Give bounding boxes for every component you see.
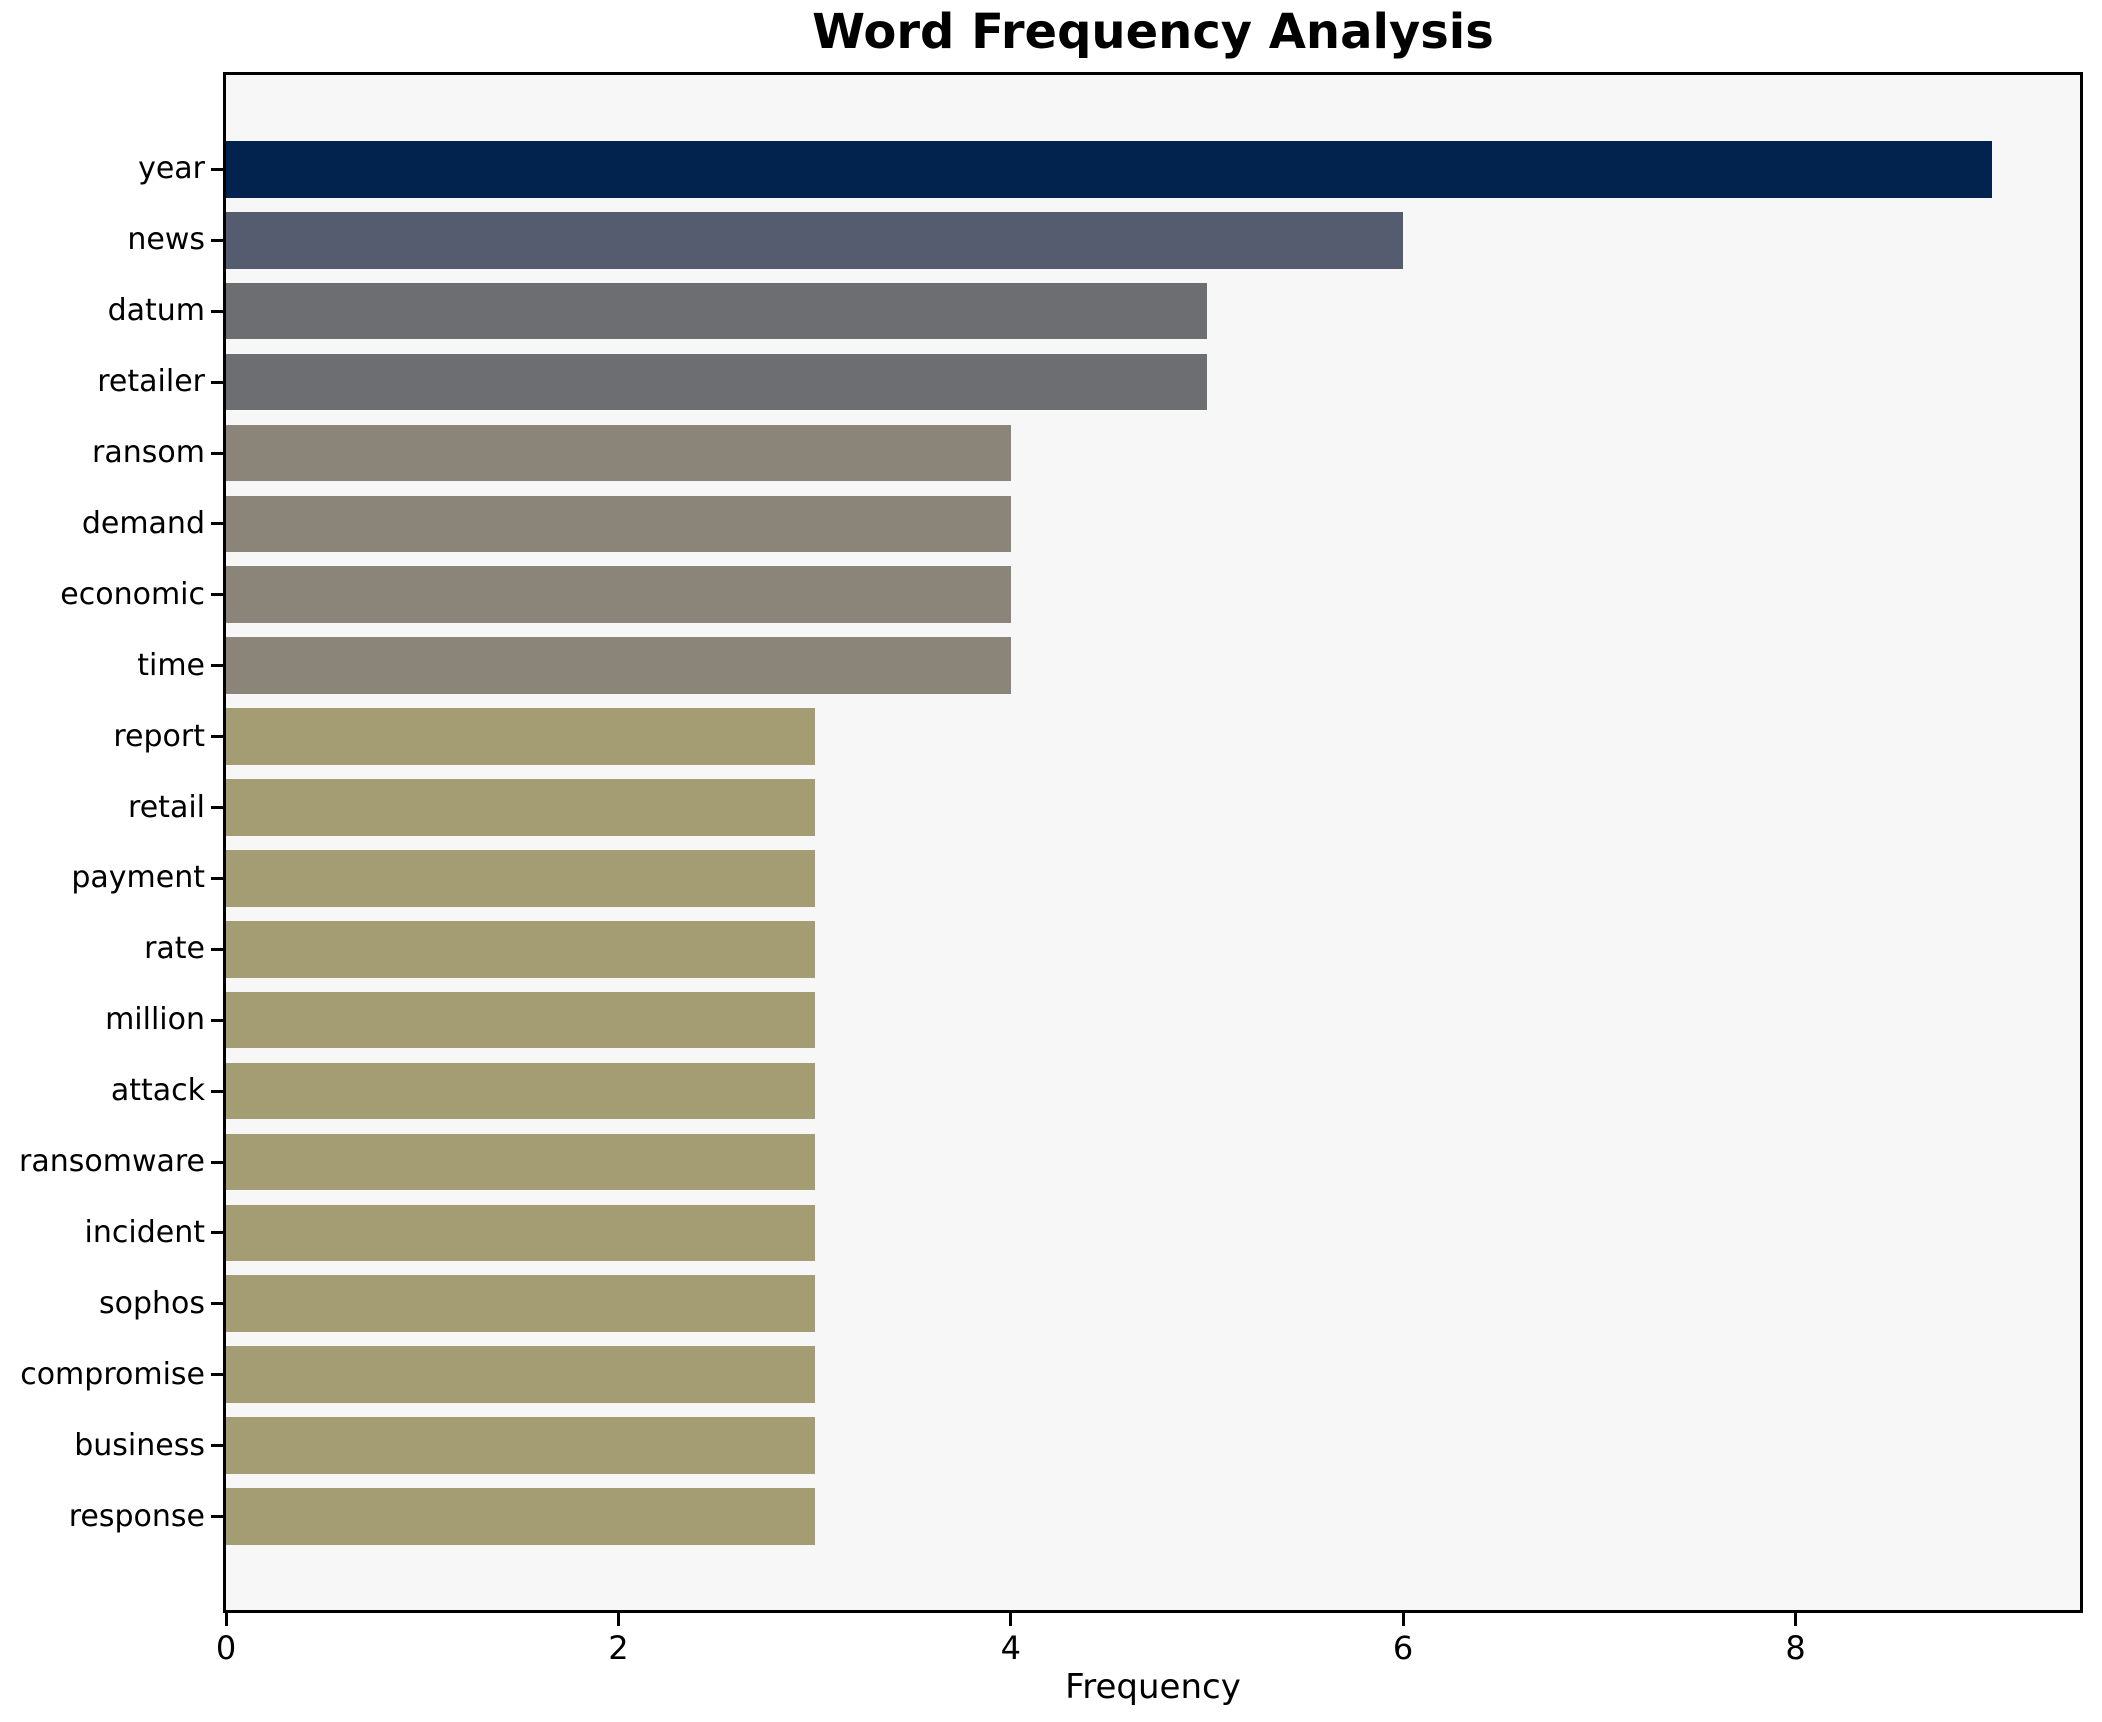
bar-million [226,991,815,1049]
bar-response [226,1488,815,1545]
y-tick-mark [211,1231,223,1235]
y-tick-label-retailer: retailer [97,364,205,400]
y-tick-label-time: time [137,647,205,683]
y-tick-mark [211,1089,223,1093]
bar-business [226,1417,815,1474]
bar-sophos [226,1275,815,1333]
bar-incident [226,1204,815,1262]
x-tick-mark [1794,1613,1797,1626]
y-tick-label-year: year [138,151,205,187]
bar-year [226,141,1992,198]
bar-attack [226,1062,815,1120]
y-tick-mark [211,735,223,739]
bar-retailer [226,353,1207,411]
y-tick-label-ransomware: ransomware [19,1144,205,1179]
x-tick-mark [616,1613,620,1626]
bar-rate [226,920,815,978]
y-tick-label-attack: attack [110,1073,205,1108]
bar-datum [226,282,1207,340]
y-tick-mark [211,593,223,597]
x-tick-mark [1009,1613,1013,1626]
bar-compromise [226,1346,815,1403]
y-tick-mark [211,1373,223,1377]
y-tick-mark [211,522,223,526]
y-tick-mark [211,238,223,242]
y-tick-mark [211,947,223,951]
y-tick-label-business: business [74,1427,205,1463]
y-tick-label-sophos: sophos [98,1285,205,1321]
y-tick-mark [211,876,223,880]
y-tick-label-payment: payment [71,860,205,896]
x-tick-label-6: 6 [1392,1629,1414,1667]
y-tick-mark [211,1444,223,1447]
x-tick-mark [224,1613,228,1626]
x-tick-label-0: 0 [215,1629,237,1667]
y-tick-label-response: response [68,1498,205,1534]
y-tick-label-economic: economic [60,576,205,612]
y-tick-mark [211,167,223,171]
bar-time [226,637,1011,694]
x-tick-label-2: 2 [608,1629,629,1667]
y-tick-mark [211,806,223,809]
chart-title: Word Frequency Analysis [812,4,1494,60]
y-tick-mark [211,309,223,313]
bar-report [226,708,815,765]
bar-payment [226,850,815,907]
y-tick-mark [211,1302,223,1306]
y-tick-mark [211,1160,223,1164]
bar-ransom [226,424,1011,482]
x-tick-mark [1401,1613,1405,1626]
y-tick-label-report: report [113,718,205,754]
y-tick-label-ransom: ransom [92,435,205,470]
y-tick-label-news: news [127,222,205,258]
y-tick-label-retail: retail [128,789,205,825]
y-tick-mark [211,451,223,455]
bar-ransomware [226,1133,815,1191]
x-tick-label-4: 4 [1000,1629,1021,1667]
x-tick-label-8: 8 [1785,1629,1806,1667]
y-tick-mark [211,664,223,668]
y-tick-label-million: million [105,1002,205,1038]
y-tick-label-rate: rate [144,931,205,967]
y-tick-label-datum: datum [107,293,205,329]
bar-economic [226,566,1011,624]
y-tick-label-compromise: compromise [20,1356,205,1392]
plot-area [223,72,2083,1613]
y-tick-mark [211,1515,223,1518]
y-tick-mark [211,380,223,384]
y-tick-mark [211,1018,223,1022]
y-tick-label-incident: incident [84,1214,205,1250]
bar-news [226,211,1404,269]
bar-demand [226,495,1011,553]
y-tick-label-demand: demand [81,505,205,541]
bar-retail [226,779,815,836]
x-axis-title: Frequency [1065,1667,1241,1707]
